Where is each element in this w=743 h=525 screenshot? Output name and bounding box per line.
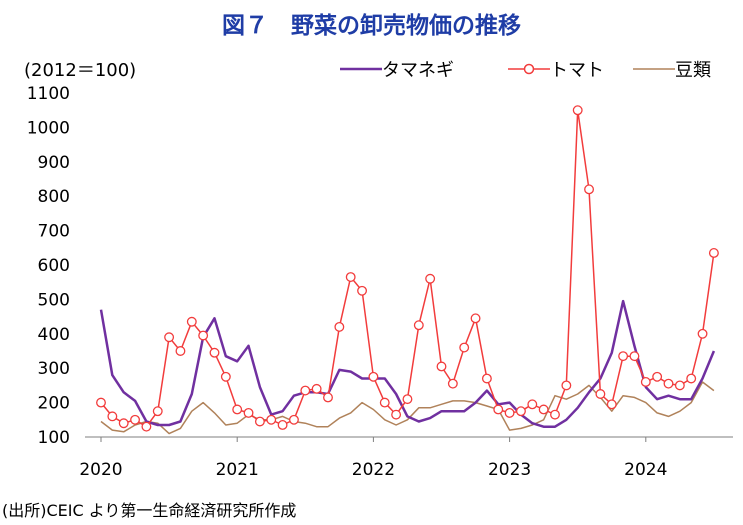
data-point-tomato [413, 320, 424, 331]
data-point-tomato [300, 385, 311, 396]
data-point-tomato [243, 407, 254, 418]
data-point-tomato [481, 373, 492, 384]
data-point-tomato [504, 407, 515, 418]
data-point-tomato [447, 378, 458, 389]
data-point-tomato [618, 351, 629, 362]
data-point-tomato [708, 248, 719, 258]
data-point-tomato [130, 414, 141, 425]
data-point-tomato [436, 361, 447, 372]
legend-onion-label: タマネギ [382, 60, 454, 81]
legend-onion: タマネギ [340, 56, 454, 82]
data-point-tomato [175, 346, 186, 356]
y-tick-label: 1000 [27, 118, 70, 138]
data-point-tomato [629, 351, 640, 362]
data-point-tomato [470, 313, 481, 324]
data-point-tomato [538, 404, 549, 415]
data-point-tomato [663, 378, 674, 389]
data-point-tomato [697, 328, 708, 339]
data-point-tomato [516, 406, 526, 417]
data-point-tomato [266, 414, 277, 425]
data-point-tomato [493, 404, 504, 415]
data-point-tomato [141, 421, 152, 432]
data-point-tomato [220, 371, 231, 382]
data-point-tomato [277, 420, 288, 430]
data-point-tomato [652, 371, 663, 382]
data-point-tomato [584, 184, 595, 195]
data-point-tomato [107, 411, 118, 422]
data-point-tomato [209, 347, 220, 358]
data-point-tomato [254, 416, 265, 427]
data-point-tomato [334, 321, 345, 332]
chart-axes: 100 200 300 400 500 600 700 800 900 1000 1100 2020 2… [27, 84, 733, 480]
series-line-tomato [100, 109, 715, 428]
data-point-tomato [311, 383, 322, 394]
data-point-tomato [561, 380, 572, 391]
data-point-tomato [391, 409, 402, 420]
x-tick-label: 2022 [352, 460, 395, 480]
data-point-tomato [425, 273, 436, 284]
y-tick-label: 600 [38, 256, 70, 276]
x-tick-label: 2020 [79, 460, 122, 480]
data-point-tomato [164, 332, 175, 343]
y-tick-label: 200 [38, 394, 70, 414]
data-point-tomato [345, 272, 356, 282]
y-tick-label: 700 [38, 222, 70, 242]
data-point-tomato [527, 399, 538, 410]
data-point-tomato [323, 392, 333, 403]
legend-beans: 豆類 [633, 56, 711, 82]
y-tick-label: 1100 [27, 84, 70, 104]
data-point-tomato [118, 418, 129, 429]
data-point-tomato [550, 409, 560, 420]
data-point-tomato [232, 404, 243, 415]
data-point-tomato [152, 406, 163, 417]
legend-tomato-swatch [508, 63, 550, 75]
y-tick-label: 100 [38, 428, 70, 448]
source-note: (出所)CEIC より第一生命経済研究所作成 [2, 501, 297, 520]
x-tick-label: 2023 [488, 460, 531, 480]
data-point-tomato [572, 105, 583, 116]
legend-tomato: トマト [508, 56, 604, 82]
data-point-tomato [357, 285, 368, 296]
data-point-tomato [96, 397, 106, 408]
data-point-tomato [674, 380, 685, 391]
chart-title: 図７ 野菜の卸売物価の推移 [222, 13, 521, 39]
legend-beans-label: 豆類 [675, 60, 711, 81]
data-point-tomato [606, 399, 617, 410]
data-point-tomato [379, 397, 390, 408]
y-axis-unit-label: (2012＝100) [24, 60, 137, 81]
legend-tomato-label: トマト [550, 60, 604, 81]
x-tick-label: 2021 [216, 460, 259, 480]
x-tick-label: 2024 [624, 460, 667, 480]
legend-beans-swatch [633, 68, 675, 70]
legend-onion-swatch [340, 67, 382, 71]
y-tick-label: 500 [38, 290, 70, 310]
data-point-tomato [198, 330, 209, 341]
data-point-tomato [402, 394, 413, 405]
series-layer [96, 105, 719, 435]
y-tick-label: 400 [38, 325, 70, 345]
series-line-beans [100, 381, 715, 435]
data-point-tomato [459, 342, 470, 353]
y-tick-label: 800 [38, 187, 70, 207]
data-point-tomato [289, 414, 299, 425]
data-point-tomato [640, 377, 651, 387]
y-tick-label: 300 [38, 359, 70, 379]
data-point-tomato [595, 389, 606, 399]
data-point-tomato [686, 373, 697, 384]
data-point-tomato [368, 371, 379, 382]
data-point-tomato [186, 316, 197, 327]
y-tick-label: 900 [38, 153, 70, 173]
